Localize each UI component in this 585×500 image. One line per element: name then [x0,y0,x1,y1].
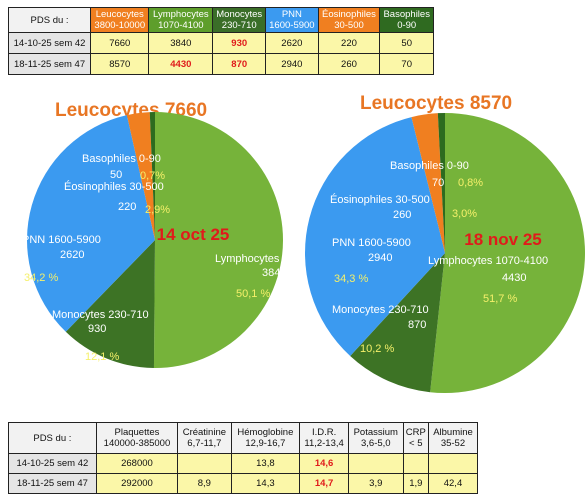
slice-value-label: 70 [432,177,444,189]
slice-value-label: 220 [118,201,136,213]
slice-value-label: 260 [393,209,411,221]
table-cell: 14,7 [299,473,349,494]
slice-name-label: Basophiles 0-90 [390,160,469,172]
table-cell: 260 [317,53,381,75]
top-header-cell: PNN 1600-5900 [265,7,319,33]
table-cell: 8,9 [177,473,232,494]
slice-name-label: PNN 1600-5900 [332,237,411,249]
table-cell: 930 [212,32,267,54]
pie-title-right: Leucocytes 8570 [360,93,513,114]
slice-value-label: 3840 [262,267,286,279]
table-cell: 14,6 [299,453,349,474]
pie-slice [65,240,155,368]
table-cell: 7660 [90,32,150,54]
slice-name-label: Éosinophiles 30-500 [330,193,430,206]
top-header-cell: Éosinophiles 30-500 [317,7,381,33]
table-cell: 4430 [148,53,214,75]
row-date-label: 14-10-25 sem 42 [7,32,92,54]
pie-slice [437,113,445,253]
bottom-header-cell: Albumine 35-52 [427,422,479,454]
top-header-cell: Lymphocytes 1070-4100 [148,7,214,33]
top-header-cell: Basophiles 0-90 [379,7,434,33]
slice-percent-label: 50,1 % [236,288,270,300]
slice-value-label: 930 [88,323,106,335]
bottom-header-cell: I.D.R. 11,2-13,4 [299,422,349,454]
slice-name-label: Éosinophiles 30-500 [64,180,164,193]
slice-percent-label: 34,3 % [334,273,368,285]
slice-percent-label: 51,7 % [483,293,517,305]
table-cell: 220 [317,32,381,54]
pie-slice [153,112,283,368]
slice-value-label: 50 [110,169,122,181]
top-header-cell: Monocytes 230-710 [212,7,267,33]
table-cell: 3,9 [347,473,404,494]
slice-name-label: Monocytes 230-710 [332,304,429,316]
pie-charts: Lymphocytes 1070-410 3840 50,1 % Monocytes … [22,112,585,393]
row-date-label: 18-11-25 sem 47 [8,473,97,494]
slice-name-label: Lymphocytes 1070-4100 [428,255,548,267]
table-cell: 14,3 [230,473,301,494]
slice-name-label: Lymphocytes 1070-410 [215,253,329,265]
slice-value-label: 4430 [502,272,526,284]
table-cell: 870 [212,53,267,75]
slice-percent-label: 3,0% [452,208,477,220]
table-cell [347,453,404,474]
table-cell: 292000 [95,473,179,494]
slice-percent-label: 0,8% [458,177,483,189]
top-results-table: PDS du : Leucocytes 3800-10000 Lymphocyt… [7,7,434,75]
slice-name-label: PNN 1600-5900 [22,234,101,246]
table-cell: 42,4 [427,473,479,494]
bottom-header-cell: Créatinine 6,7-11,7 [177,422,232,454]
slice-percent-label: 12,1 % [85,351,119,363]
pie-date-label: 18 nov 25 [464,230,542,249]
slice-percent-label: 0,7% [140,170,165,182]
bottom-results-table: PDS du : Plaquettes 140000-385000 Créati… [8,422,479,494]
table-cell: 2940 [265,53,319,75]
table-cell: 2620 [265,32,319,54]
pie-slice [305,117,445,356]
bottom-header-cell: CRP < 5 [402,422,429,454]
slice-value-label: 2940 [368,252,392,264]
top-header-cell: PDS du : [7,7,92,33]
table-cell [177,453,232,474]
slice-name-label: Basophiles 0-90 [82,153,161,165]
slice-value-label: 2620 [60,249,84,261]
row-date-label: 14-10-25 sem 42 [8,453,97,474]
top-header-cell: Leucocytes 3800-10000 [90,7,150,33]
slice-percent-label: 10,2 % [360,343,394,355]
pie-slice [430,113,585,393]
slice-name-label: Monocytes 230-710 [52,309,149,321]
table-cell: 50 [379,32,434,54]
table-cell: 13,8 [230,453,301,474]
bottom-header-cell: Hémoglobine 12,9-16,7 [230,422,301,454]
pie-date-label: 14 oct 25 [157,225,230,244]
bottom-header-cell: Plaquettes 140000-385000 [95,422,179,454]
table-cell [402,453,429,474]
pie-slice [411,113,445,254]
pie-slice [126,112,155,240]
row-date-label: 18-11-25 sem 47 [7,53,92,75]
slice-percent-label: 34,2 % [24,272,58,284]
table-cell: 268000 [95,453,179,474]
pie-slice [26,115,156,332]
bottom-header-cell: PDS du : [8,422,97,454]
slice-percent-label: 2,9% [145,204,170,216]
table-cell: 8570 [90,53,150,75]
slice-value-label: 870 [408,319,426,331]
bottom-header-cell: Potassium 3,6-5,0 [347,422,404,454]
table-cell [427,453,479,474]
table-cell: 1,9 [402,473,429,494]
pie-slice [350,253,445,393]
pie-slice [149,112,155,240]
table-cell: 70 [379,53,434,75]
